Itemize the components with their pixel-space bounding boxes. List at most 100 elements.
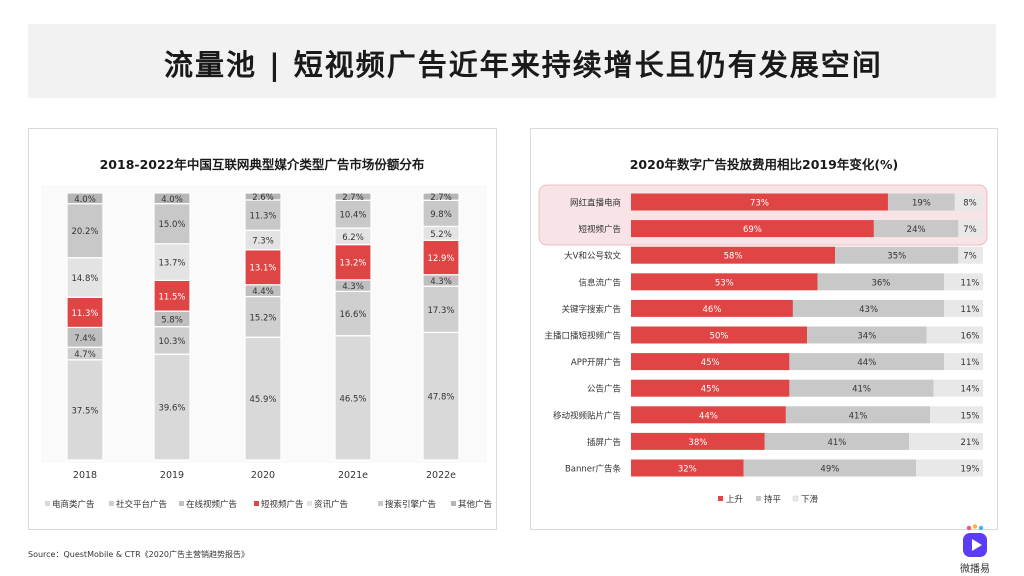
data-label: 4.7% bbox=[74, 350, 96, 360]
data-label: 41% bbox=[827, 438, 846, 448]
bar-segment bbox=[909, 432, 983, 450]
data-label: 50% bbox=[710, 332, 729, 342]
legend-swatch bbox=[378, 501, 383, 506]
legend-label: 上升 bbox=[726, 494, 744, 505]
data-label: 39.6% bbox=[158, 404, 185, 414]
data-label: 45% bbox=[701, 358, 720, 368]
bar-segment bbox=[785, 406, 931, 424]
data-label: 9.8% bbox=[430, 210, 452, 220]
bar-segment bbox=[631, 246, 836, 264]
weiboyi-logo-icon bbox=[963, 524, 987, 557]
data-label: 19% bbox=[961, 465, 980, 475]
legend-swatch bbox=[756, 496, 761, 501]
bar-segment bbox=[244, 249, 282, 286]
bar-segment bbox=[930, 406, 983, 424]
legend-label: 社交平台广告 bbox=[116, 499, 167, 510]
data-label: 11.3% bbox=[71, 309, 98, 319]
bar-segment bbox=[66, 296, 104, 329]
bar-segment bbox=[631, 273, 818, 291]
bar-segment bbox=[743, 459, 917, 477]
data-label: 4.0% bbox=[74, 195, 96, 205]
legend-swatch bbox=[45, 501, 50, 506]
bar-segment bbox=[244, 192, 282, 201]
bar-segment bbox=[933, 379, 983, 397]
data-label: 2.6% bbox=[252, 193, 274, 203]
market-share-chart: 2018-2022年中国互联网典型媒介类型广告市场份额分布 37.5% 4.7% 7.… bbox=[41, 157, 492, 510]
bar-segment bbox=[817, 273, 945, 291]
bar-segment bbox=[153, 243, 191, 281]
data-label: 41% bbox=[849, 411, 868, 421]
bar-segment bbox=[153, 326, 191, 355]
data-label: 13.2% bbox=[339, 259, 366, 269]
y-category-label: 插屏广告 bbox=[587, 437, 621, 448]
bar-segment bbox=[944, 353, 983, 371]
bar-segment bbox=[958, 246, 983, 264]
y-category-label: 网红直播电商 bbox=[570, 198, 621, 209]
y-category-label: 公告广告 bbox=[587, 384, 621, 395]
bar-segment bbox=[631, 326, 807, 344]
data-label: 2.7% bbox=[342, 193, 364, 203]
bar-segment bbox=[422, 192, 460, 201]
data-label: 43% bbox=[859, 305, 878, 315]
data-label: 45% bbox=[701, 385, 720, 395]
data-label: 58% bbox=[724, 252, 743, 262]
bar-segment bbox=[887, 193, 955, 211]
source-note: Source：QuestMobile & CTR《2020广告主营销趋势报告》 bbox=[28, 550, 250, 559]
bar-segment bbox=[334, 335, 372, 461]
data-label: 5.8% bbox=[161, 315, 183, 325]
bar-segment bbox=[631, 220, 874, 238]
data-label: 14% bbox=[961, 385, 980, 395]
legend-swatch bbox=[451, 501, 456, 506]
bar-segment bbox=[422, 331, 460, 461]
y-category-label: APP开屏广告 bbox=[571, 357, 621, 368]
data-label: 4.3% bbox=[342, 282, 364, 292]
bar-segment bbox=[764, 432, 910, 450]
data-label: 37.5% bbox=[71, 406, 98, 416]
legend-swatch bbox=[254, 501, 259, 506]
data-label: 12.9% bbox=[427, 254, 454, 264]
bar-segment bbox=[631, 299, 793, 317]
data-label: 36% bbox=[871, 278, 890, 288]
data-label: 16.6% bbox=[339, 310, 366, 320]
y-category-label: 短视频广告 bbox=[578, 224, 621, 235]
legend-label: 电商类广告 bbox=[52, 499, 95, 510]
bar-segment bbox=[334, 199, 372, 229]
legend-label: 搜索引擎广告 bbox=[385, 499, 436, 510]
data-label: 46.5% bbox=[339, 394, 366, 404]
market-share-chart-panel: 2018-2022年中国互联网典型媒介类型广告市场份额分布 37.5% 4.7% 7.… bbox=[28, 128, 497, 530]
page-title: 流量池 | 短视频广告近年来持续增长且仍有发展空间 bbox=[164, 48, 883, 82]
y-category-label: Banner广告条 bbox=[565, 464, 622, 475]
data-label: 11% bbox=[961, 358, 980, 368]
data-label: 7.3% bbox=[252, 236, 274, 246]
data-label: 32% bbox=[678, 465, 697, 475]
legend-label: 持平 bbox=[764, 494, 782, 505]
data-label: 10.4% bbox=[339, 211, 366, 221]
data-label: 8% bbox=[963, 199, 977, 209]
data-label: 53% bbox=[715, 278, 734, 288]
data-label: 24% bbox=[907, 225, 926, 235]
bar-segment bbox=[835, 246, 959, 264]
bar-segment bbox=[66, 203, 104, 259]
ad-spend-change-chart: 2020年数字广告投放费用相比2019年变化(%) 网红直播电商 73% 19% 8% 短… bbox=[538, 157, 988, 505]
data-label: 21% bbox=[961, 438, 980, 448]
data-label: 7.4% bbox=[74, 334, 96, 344]
data-label: 41% bbox=[852, 385, 871, 395]
data-label: 47.8% bbox=[427, 393, 454, 403]
bar-segment bbox=[244, 199, 282, 231]
data-label: 73% bbox=[750, 199, 769, 209]
data-label: 7% bbox=[963, 252, 977, 262]
logo-text: 微播易 bbox=[960, 564, 990, 575]
y-category-label: 大V和公号软文 bbox=[564, 251, 621, 262]
data-label: 45.9% bbox=[249, 395, 276, 405]
data-label: 4.4% bbox=[252, 287, 274, 297]
bar-segment bbox=[916, 459, 983, 477]
data-label: 13.7% bbox=[158, 259, 185, 269]
data-label: 16% bbox=[961, 332, 980, 342]
bar-segment bbox=[958, 220, 983, 238]
data-label: 5.2% bbox=[430, 230, 452, 240]
bar-segment bbox=[631, 353, 790, 371]
bar-segment bbox=[422, 285, 460, 333]
bar-segment bbox=[334, 290, 372, 337]
chart-title: 2018-2022年中国互联网典型媒介类型广告市场份额分布 bbox=[100, 157, 425, 172]
legend-swatch bbox=[179, 501, 184, 506]
